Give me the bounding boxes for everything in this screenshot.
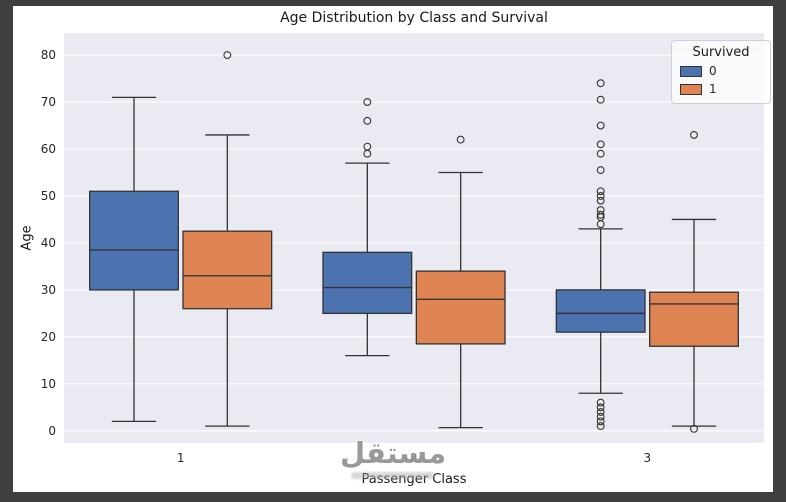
outlier-point — [596, 121, 605, 130]
outlier-point — [596, 192, 605, 200]
outlier-point — [596, 417, 605, 426]
legend-item-survived-1: 1 — [680, 82, 762, 96]
legend: Survived 0 1 — [671, 40, 771, 104]
y-axis-label: Age — [19, 225, 35, 251]
y-tick-label: 40 — [41, 236, 56, 250]
outlier-point — [596, 210, 605, 219]
chart-title: Age Distribution by Class and Survival — [280, 10, 548, 26]
outlier-point — [456, 135, 465, 144]
y-tick-label: 70 — [41, 95, 56, 109]
outlier-point — [596, 403, 605, 412]
legend-swatch-survived-0 — [680, 65, 702, 77]
y-tick-label: 20 — [41, 330, 56, 344]
box-survived-1-class-1 — [182, 230, 273, 310]
outlier-point — [596, 140, 605, 149]
y-tick-label: 60 — [41, 142, 56, 156]
outlier-point — [596, 398, 605, 407]
outlier-point — [690, 424, 698, 433]
legend-swatch-survived-1 — [680, 83, 702, 95]
legend-label-survived-0: 0 — [709, 64, 717, 78]
y-tick-label: 0 — [48, 424, 56, 438]
legend-item-survived-0: 0 — [680, 64, 762, 78]
outlier-point — [690, 130, 698, 139]
outlier-point — [596, 422, 605, 431]
x-axis-label: Passenger Class — [361, 472, 467, 487]
outlier-point — [596, 196, 605, 205]
outlier-point — [596, 220, 605, 229]
box-survived-1-class-2 — [415, 270, 506, 345]
outlier-point — [223, 51, 232, 60]
box-survived-1-class-3 — [649, 291, 739, 347]
y-tick-label: 10 — [41, 377, 56, 391]
box-survived-0-class-1 — [89, 190, 179, 291]
outlier-point — [596, 412, 605, 421]
outlier-point — [596, 187, 605, 196]
outlier-point — [363, 116, 372, 125]
y-tick-label: 30 — [41, 283, 56, 297]
x-tick-label: 1 — [177, 451, 185, 465]
x-tick-label: 2 — [410, 451, 418, 465]
plot-area — [64, 33, 764, 443]
outlier-point — [596, 166, 605, 175]
outlier-point — [596, 149, 605, 158]
outlier-point — [596, 95, 605, 104]
outlier-point — [363, 98, 372, 106]
y-tick-label: 80 — [41, 48, 56, 62]
y-tick-label: 50 — [41, 189, 56, 203]
x-tick-label: 3 — [644, 451, 652, 465]
outlier-point — [596, 408, 605, 416]
box-survived-0-class-2 — [322, 251, 413, 315]
legend-label-survived-1: 1 — [709, 82, 717, 96]
outlier-point — [363, 149, 372, 158]
legend-title: Survived — [692, 45, 750, 60]
box-survived-0-class-3 — [555, 289, 646, 333]
outlier-point — [596, 79, 605, 88]
